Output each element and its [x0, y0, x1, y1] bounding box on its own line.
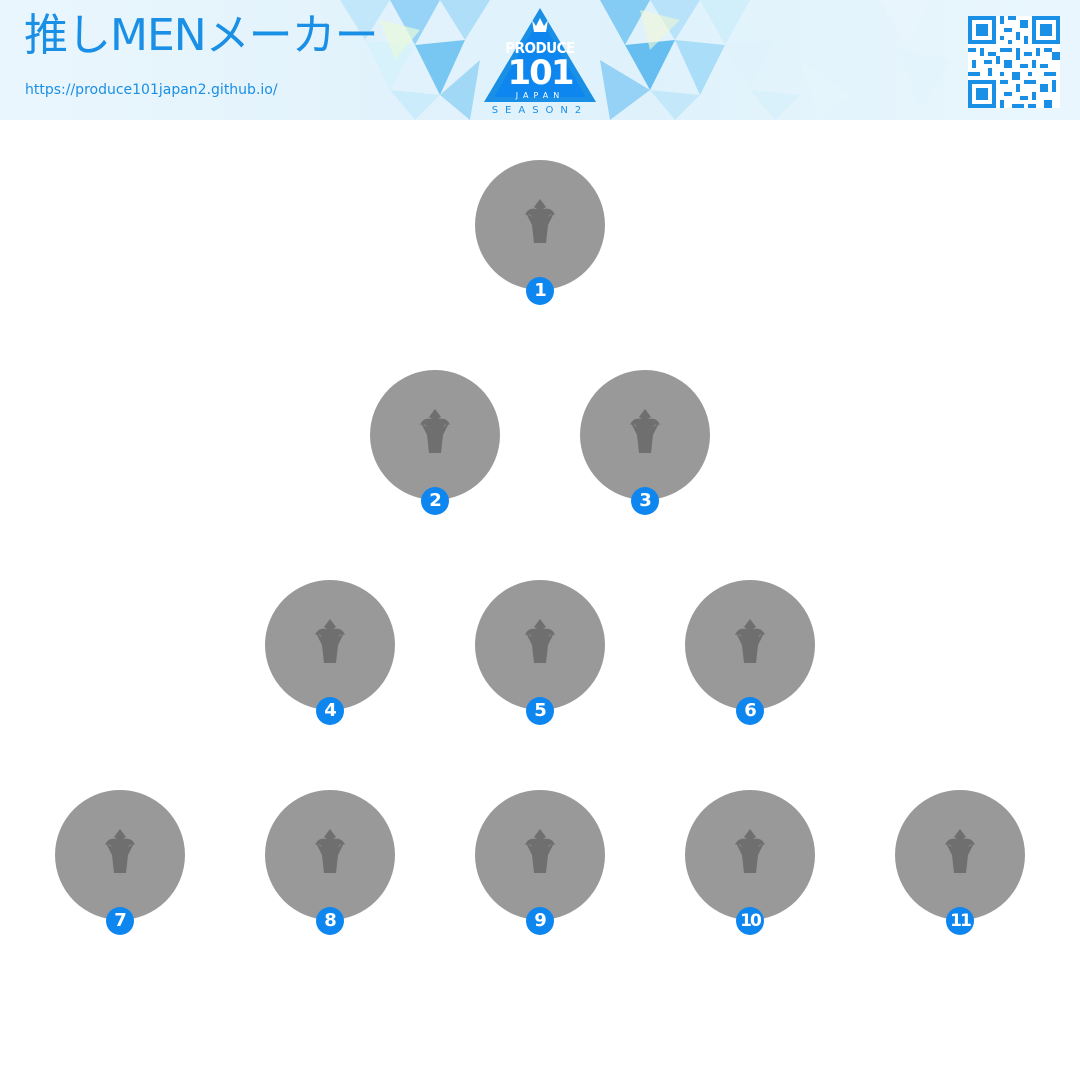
rank-badge: 10	[736, 907, 764, 935]
crown-icon	[525, 829, 555, 873]
slot-rank-9[interactable]: 9	[475, 790, 605, 935]
slot-rank-1[interactable]: 1	[475, 160, 605, 305]
member-placeholder[interactable]	[580, 370, 710, 500]
rank-badge: 7	[106, 907, 134, 935]
slot-rank-7[interactable]: 7	[55, 790, 185, 935]
slot-rank-2[interactable]: 2	[370, 370, 500, 515]
rank-badge: 6	[736, 697, 764, 725]
slot-rank-4[interactable]: 4	[265, 580, 395, 725]
crown-icon	[105, 829, 135, 873]
crown-icon	[420, 409, 450, 453]
slot-rank-6[interactable]: 6	[685, 580, 815, 725]
member-placeholder[interactable]	[895, 790, 1025, 920]
member-placeholder[interactable]	[265, 790, 395, 920]
rank-badge: 2	[421, 487, 449, 515]
member-placeholder[interactable]	[475, 160, 605, 290]
member-placeholder[interactable]	[685, 580, 815, 710]
header-banner: 推しMENメーカー https://produce101japan2.githu…	[0, 0, 1080, 120]
member-placeholder[interactable]	[265, 580, 395, 710]
rank-badge: 4	[316, 697, 344, 725]
rank-badge: 9	[526, 907, 554, 935]
logo-japan-text: JAPAN	[515, 91, 565, 100]
qr-code-icon	[968, 16, 1060, 108]
crown-icon	[630, 409, 660, 453]
triangle-pattern-decoration	[340, 0, 950, 120]
rank-badge: 1	[526, 277, 554, 305]
logo-101-text: 101	[507, 53, 575, 93]
member-placeholder[interactable]	[685, 790, 815, 920]
site-url-link[interactable]: https://produce101japan2.github.io/	[25, 82, 278, 98]
member-placeholder[interactable]	[370, 370, 500, 500]
slot-rank-10[interactable]: 10	[685, 790, 815, 935]
slot-rank-11[interactable]: 11	[895, 790, 1025, 935]
app-title: 推しMENメーカー	[24, 10, 379, 61]
logo-triangle-icon	[484, 8, 596, 102]
slot-rank-5[interactable]: 5	[475, 580, 605, 725]
slot-rank-3[interactable]: 3	[580, 370, 710, 515]
logo-season-text: SEASON2	[491, 105, 589, 116]
crown-icon	[735, 829, 765, 873]
rank-badge: 11	[946, 907, 974, 935]
crown-icon	[315, 829, 345, 873]
logo-produce-text: PRODUCE	[505, 39, 575, 57]
rank-badge: 5	[526, 697, 554, 725]
member-placeholder[interactable]	[55, 790, 185, 920]
rank-badge: 3	[631, 487, 659, 515]
crown-icon	[525, 199, 555, 243]
crown-icon	[945, 829, 975, 873]
crown-icon	[315, 619, 345, 663]
crown-icon	[735, 619, 765, 663]
member-placeholder[interactable]	[475, 580, 605, 710]
produce101-logo: PRODUCE 101 JAPAN SEASON2	[480, 4, 600, 120]
rank-badge: 8	[316, 907, 344, 935]
crown-icon	[525, 619, 555, 663]
member-placeholder[interactable]	[475, 790, 605, 920]
slot-rank-8[interactable]: 8	[265, 790, 395, 935]
